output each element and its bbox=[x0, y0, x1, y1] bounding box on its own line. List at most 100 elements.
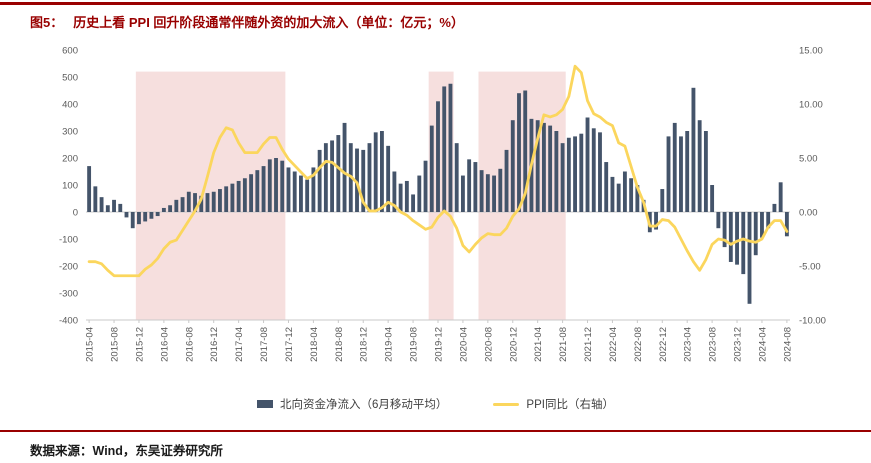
right-axis-tick: -5.00 bbox=[799, 262, 821, 273]
bar bbox=[467, 159, 472, 212]
bar bbox=[541, 122, 546, 212]
bar bbox=[392, 171, 397, 212]
figure-number: 图5： bbox=[30, 15, 64, 30]
bar bbox=[205, 193, 210, 212]
ppi-line bbox=[87, 64, 789, 278]
bar bbox=[685, 131, 690, 212]
left-axis-tick: 200 bbox=[62, 154, 78, 165]
bar bbox=[741, 212, 746, 275]
x-axis-tick: 2016-04 bbox=[159, 327, 170, 362]
bar bbox=[230, 183, 235, 212]
bar bbox=[342, 122, 347, 212]
bar bbox=[772, 203, 777, 212]
bar bbox=[130, 212, 135, 229]
bar bbox=[548, 125, 553, 212]
bar bbox=[579, 133, 584, 212]
bar bbox=[498, 168, 503, 212]
x-axis-tick: 2023-04 bbox=[683, 327, 694, 362]
bar bbox=[124, 212, 129, 218]
right-axis-tick: 5.00 bbox=[799, 154, 818, 165]
bar bbox=[442, 86, 447, 212]
line-series-swatch-icon bbox=[493, 402, 520, 406]
top-divider bbox=[0, 2, 871, 5]
bar bbox=[473, 162, 478, 212]
bar bbox=[373, 132, 378, 212]
bar bbox=[610, 176, 615, 212]
bar bbox=[728, 212, 733, 262]
bar bbox=[280, 160, 285, 212]
x-axis-tick: 2021-08 bbox=[558, 327, 569, 362]
bar bbox=[286, 167, 291, 212]
x-axis-tick: 2015-08 bbox=[110, 327, 121, 362]
bar bbox=[211, 191, 216, 212]
x-axis-tick: 2017-04 bbox=[234, 327, 245, 362]
bar bbox=[267, 159, 272, 212]
bottom-divider bbox=[0, 430, 871, 432]
bar bbox=[666, 136, 671, 212]
bar bbox=[417, 175, 422, 212]
x-axis-tick: 2024-08 bbox=[782, 327, 793, 362]
bar bbox=[355, 148, 359, 212]
bar bbox=[261, 166, 266, 212]
bar bbox=[155, 212, 160, 217]
bar bbox=[149, 212, 154, 219]
left-axis-tick: 0 bbox=[73, 208, 78, 219]
bar bbox=[654, 212, 658, 230]
bar bbox=[660, 189, 665, 212]
left-axis-tick: 600 bbox=[62, 46, 78, 57]
bar bbox=[93, 186, 98, 212]
bar bbox=[255, 170, 260, 212]
left-axis-tick: 500 bbox=[62, 73, 78, 84]
bar bbox=[716, 212, 721, 229]
bar bbox=[411, 194, 416, 212]
bar bbox=[105, 205, 110, 212]
x-axis-tick: 2020-12 bbox=[508, 327, 519, 362]
bar bbox=[629, 178, 634, 212]
bar bbox=[735, 212, 739, 265]
left-axis-tick: -100 bbox=[59, 235, 78, 246]
bar bbox=[747, 212, 752, 304]
left-axis-tick: 300 bbox=[62, 127, 78, 138]
bar bbox=[753, 212, 758, 256]
bar bbox=[479, 170, 484, 212]
bar bbox=[585, 117, 590, 212]
x-axis-tick: 2023-08 bbox=[708, 327, 719, 362]
bar bbox=[118, 203, 123, 212]
x-axis-tick: 2015-04 bbox=[85, 327, 96, 362]
bar bbox=[778, 182, 783, 212]
bar bbox=[330, 140, 335, 212]
bar bbox=[560, 143, 565, 212]
bar bbox=[143, 212, 148, 222]
x-axis-tick: 2022-12 bbox=[658, 327, 669, 362]
bar bbox=[616, 183, 621, 212]
left-axis-tick: -200 bbox=[59, 262, 78, 273]
right-axis-tick: -10.00 bbox=[799, 316, 826, 327]
bar bbox=[87, 166, 92, 212]
bar bbox=[504, 149, 509, 212]
x-axis-tick: 2022-04 bbox=[608, 327, 619, 362]
x-axis-tick: 2018-04 bbox=[309, 327, 320, 362]
bar bbox=[180, 197, 185, 212]
bar bbox=[784, 212, 789, 237]
bar bbox=[218, 189, 222, 212]
bar bbox=[174, 199, 179, 212]
bar bbox=[423, 160, 428, 212]
left-axis-tick: 400 bbox=[62, 100, 78, 111]
x-axis-tick: 2023-12 bbox=[733, 327, 744, 362]
legend-item-bars: 北向资金净流入（6月移动平均） bbox=[257, 396, 447, 412]
x-axis-tick: 2020-08 bbox=[483, 327, 494, 362]
bar bbox=[454, 143, 459, 212]
bar bbox=[691, 87, 696, 212]
x-axis-tick: 2018-08 bbox=[334, 327, 345, 362]
highlight-band bbox=[135, 71, 286, 320]
bar bbox=[622, 171, 627, 212]
x-axis-tick: 2018-12 bbox=[359, 327, 370, 362]
bar bbox=[242, 178, 247, 212]
x-axis-tick: 2016-08 bbox=[184, 327, 195, 362]
bar bbox=[535, 120, 540, 212]
bar bbox=[193, 193, 197, 212]
bar bbox=[554, 131, 559, 212]
bar bbox=[604, 162, 609, 212]
bar bbox=[710, 185, 715, 212]
